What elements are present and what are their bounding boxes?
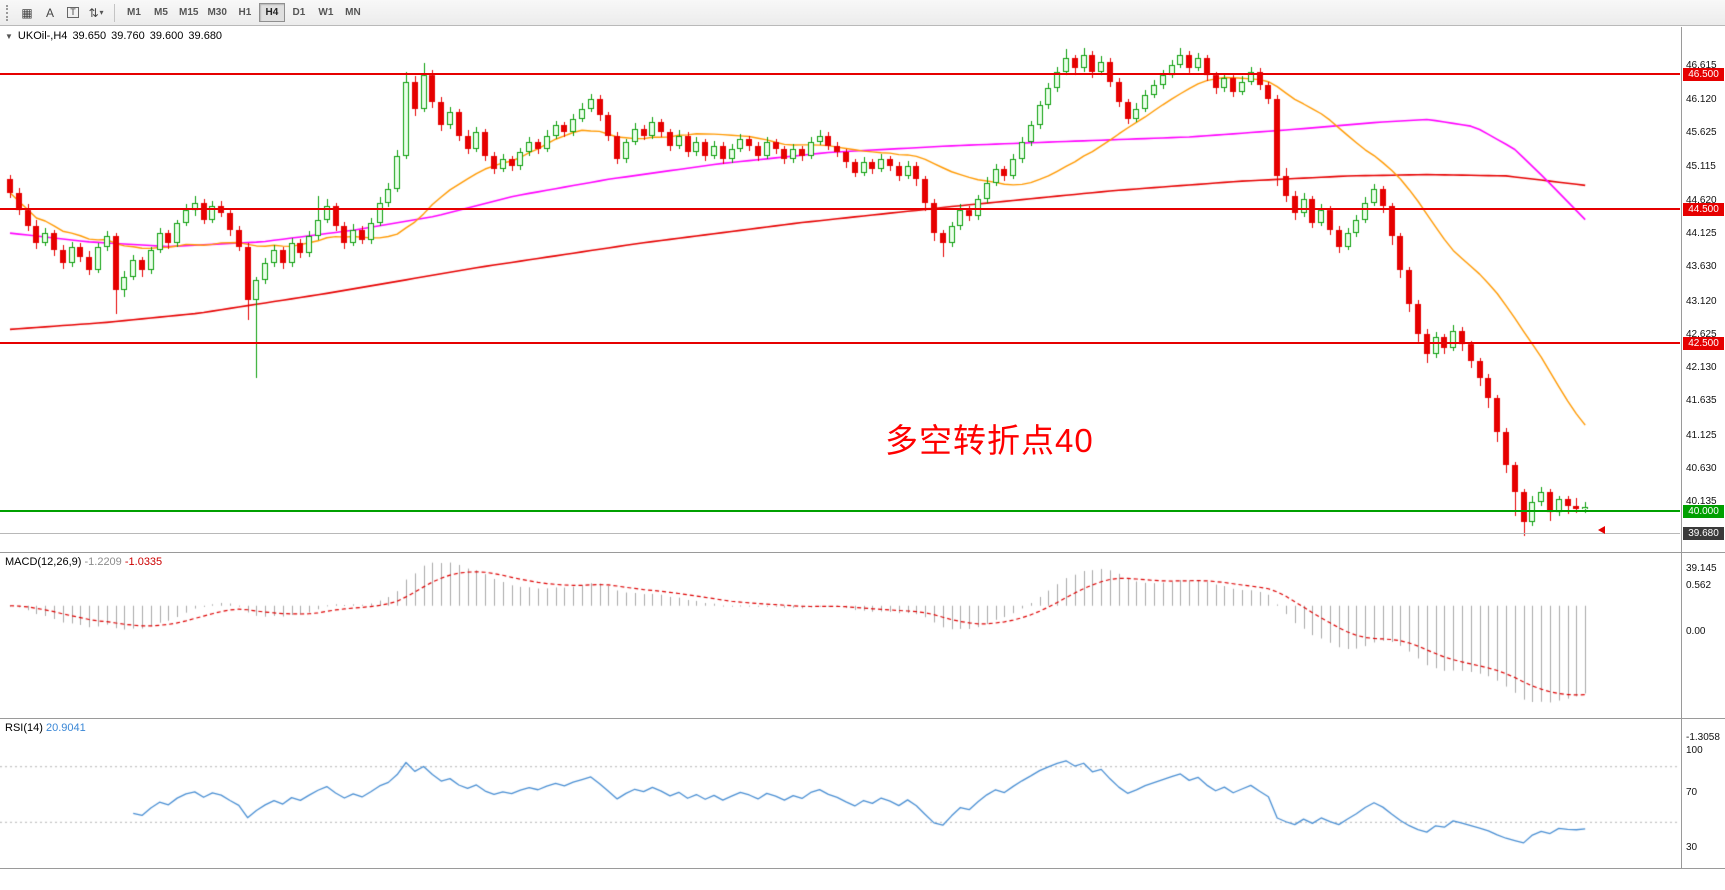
ohlc-high: 39.760 bbox=[111, 30, 145, 42]
timeframe-button-mn[interactable]: MN bbox=[345, 7, 361, 18]
level-line-46.500[interactable] bbox=[0, 73, 1680, 75]
rsi-title: RSI(14) bbox=[5, 722, 43, 734]
timeframe-button-h4[interactable]: H4 bbox=[258, 3, 285, 22]
macd-axis-tick: -1.3058 bbox=[1686, 732, 1720, 743]
level-line-44.500[interactable] bbox=[0, 208, 1680, 210]
macd-signal-value: -1.0335 bbox=[124, 556, 163, 568]
macd-canvas[interactable] bbox=[0, 553, 1680, 718]
current-price-badge: 39.680 bbox=[1683, 527, 1724, 540]
price-axis-tick: 40.630 bbox=[1686, 463, 1717, 474]
timeframe-button-m5[interactable]: M5 bbox=[154, 7, 168, 18]
timeframe-button-w1[interactable]: W1 bbox=[318, 7, 334, 18]
text-label-icon[interactable]: A bbox=[39, 3, 61, 23]
toolbar: ▦ A T ⇅ ▾ M1 M5 M15 M30 H1 H4 D1 W1 MN bbox=[0, 0, 1725, 26]
rsi-axis-tick: 100 bbox=[1686, 745, 1703, 756]
price-axis-tick: 44.125 bbox=[1686, 228, 1717, 239]
timeframe-button-d1[interactable]: D1 bbox=[292, 7, 306, 18]
price-axis-tick: 45.115 bbox=[1686, 161, 1716, 172]
price-axis-tick: 46.120 bbox=[1686, 94, 1717, 105]
text-label-glyph: A bbox=[45, 5, 54, 20]
charts-grid-icon[interactable]: ▦ bbox=[16, 3, 38, 23]
level-badge-42.500: 42.500 bbox=[1683, 337, 1724, 350]
time-axis-strip[interactable]: 23 Jul 202024 Jul 12:0027 Jul 16:0029 Ju… bbox=[0, 869, 1725, 890]
macd-axis-tick: 0.00 bbox=[1686, 626, 1706, 637]
text-box-icon[interactable]: T bbox=[62, 3, 84, 23]
price-axis-border bbox=[1681, 27, 1682, 868]
price-axis-tick: 41.635 bbox=[1686, 395, 1717, 406]
ohlc-open: 39.650 bbox=[72, 30, 107, 42]
level-badge-40.000: 40.000 bbox=[1683, 505, 1724, 518]
price-axis-tick: 42.625 bbox=[1686, 329, 1717, 340]
macd-axis-tick: 0.562 bbox=[1686, 580, 1712, 591]
text-box-glyph: T bbox=[67, 7, 79, 18]
macd-rsi-separator[interactable] bbox=[0, 718, 1725, 719]
price-axis-tick: 39.145 bbox=[1686, 563, 1717, 574]
level-badge-46.500: 46.500 bbox=[1683, 68, 1724, 81]
price-axis-tick: 42.130 bbox=[1686, 362, 1717, 373]
current-price-line bbox=[0, 533, 1680, 534]
price-chart-canvas[interactable] bbox=[0, 27, 1680, 552]
rsi-indicator-label: RSI(14) 20.9041 bbox=[5, 722, 86, 734]
toolbar-separator bbox=[114, 3, 115, 22]
level-line-40.000[interactable] bbox=[0, 510, 1680, 512]
timeframe-button-h1[interactable]: H1 bbox=[238, 7, 252, 18]
ohlc-low: 39.600 bbox=[149, 30, 184, 42]
price-axis-tick: 44.620 bbox=[1686, 195, 1717, 206]
chevron-down-icon: ▾ bbox=[99, 8, 104, 17]
timeframe-button-group: M1 M5 M15 M30 H1 H4 D1 W1 MN bbox=[121, 3, 367, 22]
macd-main-value: -1.2209 bbox=[84, 556, 122, 568]
timeframe-button-m30[interactable]: M30 bbox=[207, 7, 227, 18]
macd-indicator-label: MACD(12,26,9) -1.2209 -1.0335 bbox=[5, 556, 162, 568]
price-axis-tick: 46.615 bbox=[1686, 60, 1717, 71]
ohlc-close: 39.680 bbox=[188, 30, 223, 42]
chart-annotation-text[interactable]: 多空转折点40 bbox=[885, 422, 1094, 459]
rsi-canvas[interactable] bbox=[0, 719, 1680, 868]
chart-window: ▼ UKOil-,H4 39.650 39.760 39.600 39.680 … bbox=[0, 26, 1725, 890]
level-line-42.500[interactable] bbox=[0, 342, 1680, 344]
chart-time-axis-separator bbox=[0, 868, 1725, 869]
toolbar-grip[interactable] bbox=[6, 4, 11, 21]
level-badge-44.500: 44.500 bbox=[1683, 203, 1724, 216]
scale-glyph: ⇅ bbox=[88, 5, 99, 20]
price-axis-tick: 40.135 bbox=[1686, 496, 1717, 507]
timeframe-button-m1[interactable]: M1 bbox=[127, 7, 141, 18]
symbol-period-label: UKOil-,H4 bbox=[17, 30, 68, 42]
rsi-value: 20.9041 bbox=[45, 722, 86, 734]
price-macd-separator[interactable] bbox=[0, 552, 1725, 553]
price-axis-tick: 43.630 bbox=[1686, 261, 1717, 272]
charts-grid-glyph: ▦ bbox=[21, 5, 33, 20]
price-axis-tick: 43.120 bbox=[1686, 296, 1717, 307]
price-axis-tick: 41.125 bbox=[1686, 430, 1717, 441]
price-axis-tick: 45.625 bbox=[1686, 127, 1717, 138]
scale-dropdown-icon[interactable]: ⇅ ▾ bbox=[85, 3, 107, 23]
macd-title: MACD(12,26,9) bbox=[5, 556, 82, 568]
collapse-chart-button[interactable]: ▼ bbox=[5, 31, 13, 41]
timeframe-button-m15[interactable]: M15 bbox=[179, 7, 199, 18]
rsi-axis-tick: 70 bbox=[1686, 787, 1698, 798]
last-price-arrow-icon bbox=[1598, 526, 1605, 534]
rsi-axis-tick: 30 bbox=[1686, 842, 1698, 853]
chart-title-bar: ▼ UKOil-,H4 39.650 39.760 39.600 39.680 bbox=[5, 30, 222, 42]
